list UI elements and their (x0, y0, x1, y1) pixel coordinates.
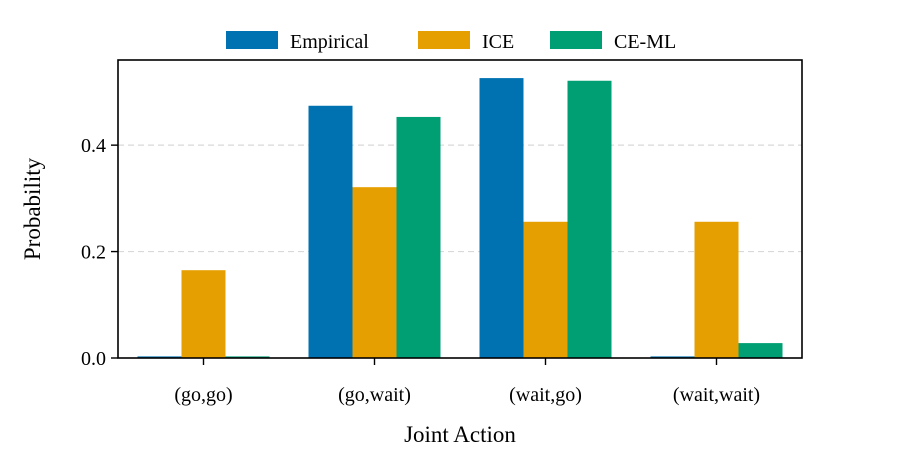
bars (137, 78, 783, 358)
bar-empirical (479, 78, 524, 358)
x-tick-label: (wait,wait) (673, 384, 760, 406)
x-axis: (go,go) (go,wait) (wait,go) (wait,wait) (174, 358, 760, 406)
x-tick-label: (go,go) (174, 384, 232, 406)
bar-ce-ml (738, 343, 783, 358)
y-axis: 0.0 0.2 0.4 (81, 135, 118, 370)
legend: Empirical ICE CE-ML (226, 31, 676, 53)
bar-ice (352, 187, 397, 358)
x-axis-label: Joint Action (404, 422, 516, 447)
bar-ce-ml (396, 116, 441, 358)
y-tick-label: 0.0 (81, 348, 106, 370)
grid-lines (118, 144, 802, 253)
plot-frame (117, 59, 803, 359)
legend-label: CE-ML (614, 31, 676, 53)
bar-empirical (308, 105, 353, 358)
legend-swatch (550, 31, 602, 49)
bar-ice (523, 221, 568, 358)
x-tick-label: (go,wait) (338, 384, 411, 406)
bar-ice (694, 221, 739, 358)
x-tick-label: (wait,go) (509, 384, 582, 406)
bar-ice (181, 270, 226, 358)
legend-swatch (418, 31, 470, 49)
y-axis-label: Probability (20, 157, 45, 260)
y-tick-label: 0.4 (81, 135, 106, 157)
legend-label: Empirical (290, 31, 369, 53)
legend-swatch (226, 31, 278, 49)
y-tick-label: 0.2 (81, 242, 106, 264)
legend-label: ICE (482, 31, 514, 53)
bar-ce-ml (567, 80, 612, 358)
